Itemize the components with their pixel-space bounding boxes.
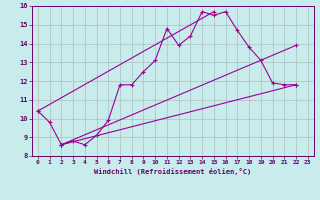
X-axis label: Windchill (Refroidissement éolien,°C): Windchill (Refroidissement éolien,°C) bbox=[94, 168, 252, 175]
